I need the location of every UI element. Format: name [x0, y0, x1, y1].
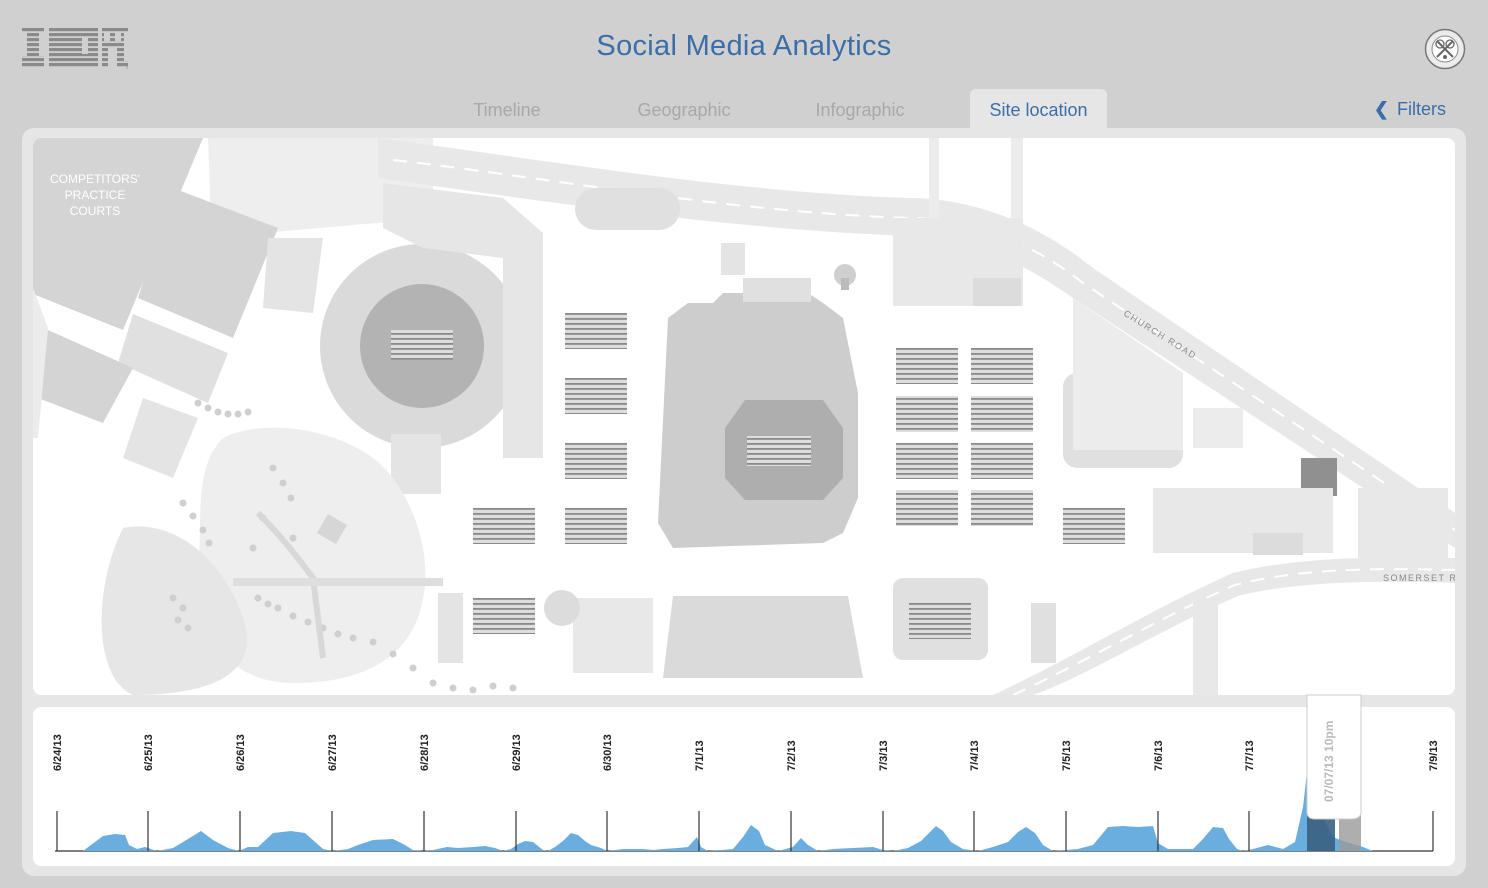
- tab-bar: Timeline Geographic Infographic Site loc…: [0, 89, 1488, 129]
- timeline-date-label: 7/9/13: [1428, 740, 1440, 771]
- timeline-date-label: 6/27/13: [327, 734, 339, 771]
- timeline-date-label: 7/6/13: [1153, 740, 1165, 771]
- filters-label: Filters: [1397, 88, 1446, 131]
- somerset-road-label: SOMERSET RO: [1383, 573, 1455, 583]
- timeline-date-label: 7/5/13: [1061, 740, 1073, 771]
- tab-timeline[interactable]: Timeline: [442, 89, 572, 129]
- timeline-date-label: 6/30/13: [602, 734, 614, 771]
- tab-geographic[interactable]: Geographic: [612, 89, 756, 129]
- practice-courts-label-line3: COURTS: [70, 204, 120, 218]
- wimbledon-logo[interactable]: [1424, 28, 1466, 70]
- svg-text:®: ®: [126, 64, 128, 70]
- practice-courts-label-line1: COMPETITORS': [50, 172, 140, 186]
- timeline-date-label: 7/7/13: [1244, 740, 1256, 771]
- tab-infographic[interactable]: Infographic: [792, 89, 928, 129]
- timeline-date-label: 6/29/13: [511, 734, 523, 771]
- timeline-volume-area: [83, 757, 1373, 851]
- timeline-panel[interactable]: 07/07/13 10pm 6/24/13 6/25/13 6/26/13 6/27/…: [33, 707, 1455, 866]
- practice-courts-label-line2: PRACTICE: [65, 188, 126, 202]
- filters-button[interactable]: ❮ Filters: [1374, 89, 1446, 129]
- timeline-date-label: 7/1/13: [694, 740, 706, 771]
- timeline-selection-label: 07/07/13 10pm: [1322, 721, 1336, 802]
- timeline-selected-range: [1307, 815, 1335, 851]
- timeline-date-label: 7/4/13: [969, 740, 981, 771]
- tab-site-location[interactable]: Site location: [970, 89, 1107, 129]
- timeline-date-label: 6/24/13: [52, 734, 64, 771]
- timeline-date-label: 7/3/13: [878, 740, 890, 771]
- timeline-date-label: 7/2/13: [786, 740, 798, 771]
- chevron-left-icon: ❮: [1374, 88, 1389, 131]
- timeline-chart[interactable]: 07/07/13 10pm 6/24/13 6/25/13 6/26/13 6/27/…: [33, 707, 1455, 866]
- timeline-date-label: 6/28/13: [419, 734, 431, 771]
- timeline-date-label: 6/25/13: [143, 734, 155, 771]
- site-map-drawing: COMPETITORS' PRACTICE COURTS CHURCH ROAD…: [33, 138, 1455, 695]
- timeline-date-label: 6/26/13: [235, 734, 247, 771]
- app-title: Social Media Analytics: [0, 30, 1488, 63]
- site-map[interactable]: COMPETITORS' PRACTICE COURTS CHURCH ROAD…: [33, 138, 1455, 695]
- header: ® Social Media Analytics: [0, 0, 1488, 90]
